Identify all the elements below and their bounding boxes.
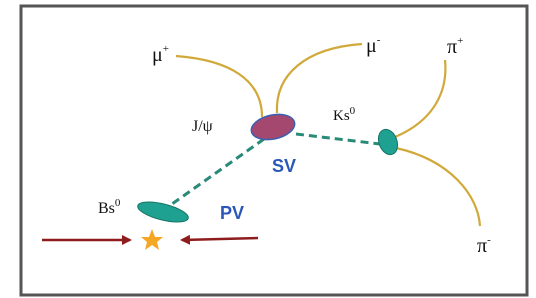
jpsi-label: J/ψ xyxy=(192,118,213,135)
pv-label: PV xyxy=(220,203,244,223)
sv-label: SV xyxy=(272,156,296,176)
diagram: μ+ μ- π+ π- J/ψ Ks0 Bs0 SV PV xyxy=(0,0,536,298)
